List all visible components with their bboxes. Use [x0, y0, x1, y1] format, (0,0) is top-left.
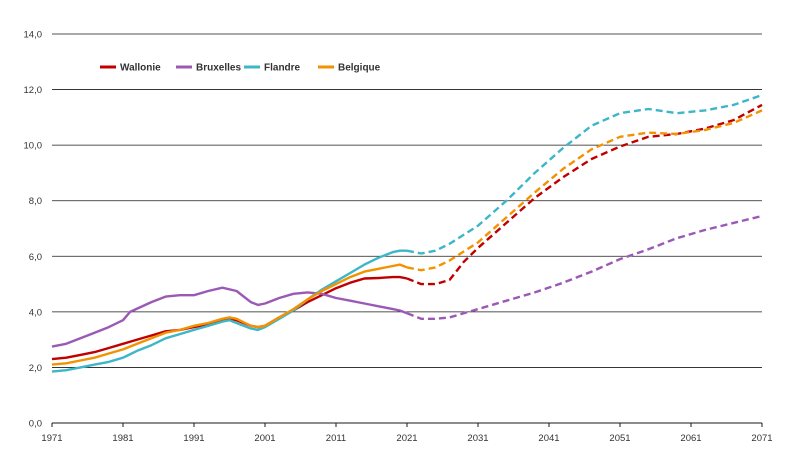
y-tick-label: 10,0 [24, 141, 43, 152]
series-line-bruxelles-historical [51, 286, 408, 348]
legend-label: Bruxelles [196, 63, 241, 74]
y-tick-label: 12,0 [24, 85, 43, 96]
x-tick-label: 2021 [396, 433, 417, 444]
grid-lines [52, 33, 762, 368]
y-tick-label: 8,0 [29, 196, 42, 207]
x-axis-ticks: 1971 1981 1991 2001 2011 2021 2031 2041 2051 2061… [41, 423, 773, 444]
y-tick-label: 0,0 [29, 419, 42, 430]
x-tick-label: 2001 [254, 433, 275, 444]
y-tick-label: 4,0 [29, 307, 42, 318]
legend-label: Wallonie [120, 63, 161, 74]
x-tick-label: 2061 [680, 433, 701, 444]
series-line-belgique-historical [51, 263, 408, 366]
x-tick-label: 2011 [326, 433, 346, 444]
y-axis-ticks: 0,0 2,0 4,0 6,0 8,0 10,0 12,0 14,0 [24, 30, 43, 430]
x-tick-label: 2071 [751, 433, 772, 444]
series-line-wallonie-projection [406, 103, 763, 286]
x-tick-label: 1991 [183, 433, 204, 444]
y-tick-label: 2,0 [29, 363, 42, 374]
series-line-belgique-projection [406, 109, 763, 272]
legend-label: Belgique [338, 63, 381, 74]
x-tick-label: 2041 [538, 433, 559, 444]
series-line-flandre-historical [51, 249, 407, 373]
x-tick-label: 2031 [467, 433, 488, 444]
x-tick-label: 2051 [609, 433, 630, 444]
series-line-bruxelles-projection [406, 214, 763, 320]
legend-label: Flandre [264, 63, 301, 74]
x-tick-label: 1981 [112, 433, 133, 444]
series-line-flandre-projection [406, 93, 763, 255]
legend: Wallonie Bruxelles Flandre Belgique [100, 63, 381, 74]
y-tick-label: 14,0 [24, 30, 43, 41]
y-tick-label: 6,0 [29, 252, 42, 263]
series-lines [51, 93, 763, 373]
x-tick-label: 1971 [41, 433, 62, 444]
series-line-wallonie-historical [51, 275, 408, 361]
